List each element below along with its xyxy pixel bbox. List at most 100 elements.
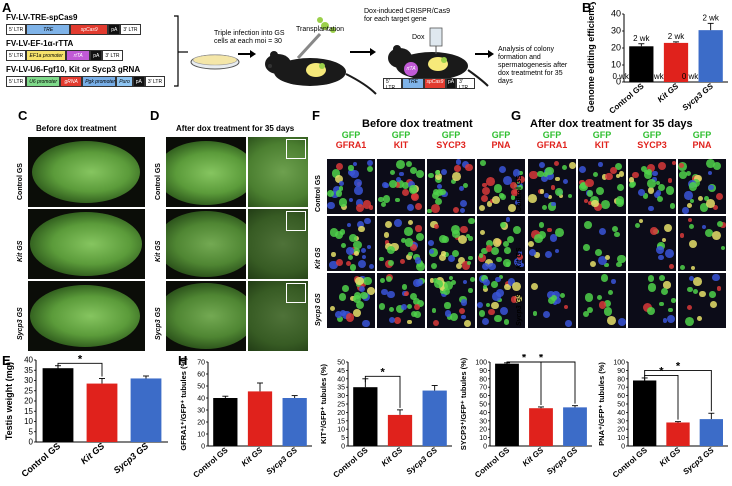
testis-image-sycp3-before [28,281,145,351]
y-tick-label: 0 [616,77,621,87]
fluorescence-image [427,273,475,328]
y-tick-label: 40 [617,410,625,417]
fluorescence-image [477,159,525,214]
y-axis-label: PNA⁺/GFP⁺ tubules (%) [597,362,606,446]
stain-label-kit: KIT [594,140,610,150]
fluorescence-image [528,216,576,271]
y-tick-label: 30 [479,418,487,425]
bar [633,380,657,446]
x-tick-label: Control GS [611,445,650,479]
stain-label-gfra1: GFRA1 [335,140,367,150]
y-tick-label: 25 [337,402,345,409]
bar-annotation: 2 wk [633,34,650,43]
y-axis-label: KIT⁺/GFP⁺ tubules (%) [319,363,328,444]
y-tick-label: 30 [611,26,621,36]
x-tick-label: Sycp3 GS [545,445,580,476]
x-tick-label: Kit GS [658,445,683,468]
transplantation-text: Transplantation [296,26,344,33]
y-tick-label: 10 [611,60,621,70]
significance-bracket [644,374,679,420]
construct-dox-map: 5' LTR TRE spCas9 pA 3' LTR [383,78,475,91]
fluorescence-image [327,273,375,328]
panel-d-title: After dox treatment for 35 days [176,124,295,133]
puro-box: Puro [116,76,133,87]
fluorescence-image [377,216,425,271]
x-tick-label: Control GS [473,445,512,479]
y-tick-label: 70 [479,385,487,392]
y-tick-label: 10 [337,427,345,434]
stain-label-gfp: GFP [542,130,562,140]
arrow-4-head [488,50,494,58]
significance-star: * [522,354,527,364]
x-tick-label: Kit GS [79,441,107,466]
fluorescence-image [327,159,375,214]
y-tick-label: 30 [617,418,625,425]
panel-f-title: Before dox treatment [362,118,473,130]
y-tick-label: 20 [479,427,487,434]
y-tick-label: 20 [197,420,205,427]
y-tick-label: 20 [611,43,621,53]
y-tick-label: 40 [611,9,621,19]
y-tick-label: 80 [617,376,625,383]
x-tick-label: Sycp3 GS [112,441,151,476]
x-tick-label: Sycp3 GS [265,445,300,476]
testis-zoom-control-after [248,137,308,207]
stain-label-gfp: GFP [592,130,612,140]
testis-image-control-before [28,137,145,207]
stain-label-gfp: GFP [391,130,411,140]
y-tick-label: 0 [483,444,487,451]
fluorescence-image [377,273,425,328]
y-tick-label: 100 [613,360,625,367]
x-tick-label: Kit GS [656,81,681,104]
y-tick-label: 20 [617,427,625,434]
panel-g-title: After dox treatment for 35 days [530,118,693,130]
bar [86,383,118,442]
y-tick-label: 10 [24,417,33,426]
fluorescence-image [427,159,475,214]
x-tick-label: Control GS [19,441,62,479]
ltr5-box: 5' LTR [6,24,27,35]
y-tick-label: 90 [479,368,487,375]
fluorescence-image [628,273,676,328]
y-tick-label: 25 [24,386,33,395]
x-tick-label: Kit GS [240,445,265,468]
dox-text: Dox-induced CRISPR/Cas9 for each target … [364,8,450,23]
ltr3-box: 3' LTR [144,76,166,87]
testis-zoom-kit-after [248,209,308,279]
panel-label-c: C [18,108,28,123]
stain-label-kit: KIT [393,140,409,150]
y-tick-label: 30 [337,393,345,400]
bar [353,387,378,446]
fluorescence-image [678,159,726,214]
tre-box: TRE [26,24,71,35]
tre-box: TRE [401,78,424,89]
x-tick-label: Control GS [191,445,230,479]
testis-image-sycp3-after [166,281,246,351]
y-tick-label: 100 [475,360,487,367]
panel-label-e: E [2,353,11,368]
construct2-map: 5' LTR EF1a promoter rtTA pA 3' LTR [6,49,123,62]
y-tick-label: 0 [341,444,345,451]
y-tick-label: 70 [197,360,205,367]
fluorescence-image [578,273,626,328]
ef1a-box: EF1a promoter [26,50,67,61]
construct3-map: 5' LTR U6 promoter gRNA Pgk promoter Puro pA 3… [6,75,166,88]
testis-image-kit-before [28,209,145,279]
y-axis-label: SYCP3⁺/GFP⁺ tubules (%) [459,357,468,450]
y-axis-label: Genome editing efficiency (%) [586,2,596,112]
y-tick-label: 15 [337,418,345,425]
bar [529,408,553,446]
panel-c-title: Before dox treatment [36,124,117,133]
significance-star: * [676,360,681,372]
significance-bracket [506,361,576,404]
row-label-d-control: Control GS [155,163,162,200]
bar [563,407,587,446]
fluorescence-image [327,216,375,271]
fluorescence-image [377,159,425,214]
arrow-2-head [250,50,256,58]
panel-label-d: D [150,108,160,123]
u6-box: U6 promoter [26,76,61,87]
significance-star: * [659,365,664,377]
arrow-3-head [370,48,376,56]
